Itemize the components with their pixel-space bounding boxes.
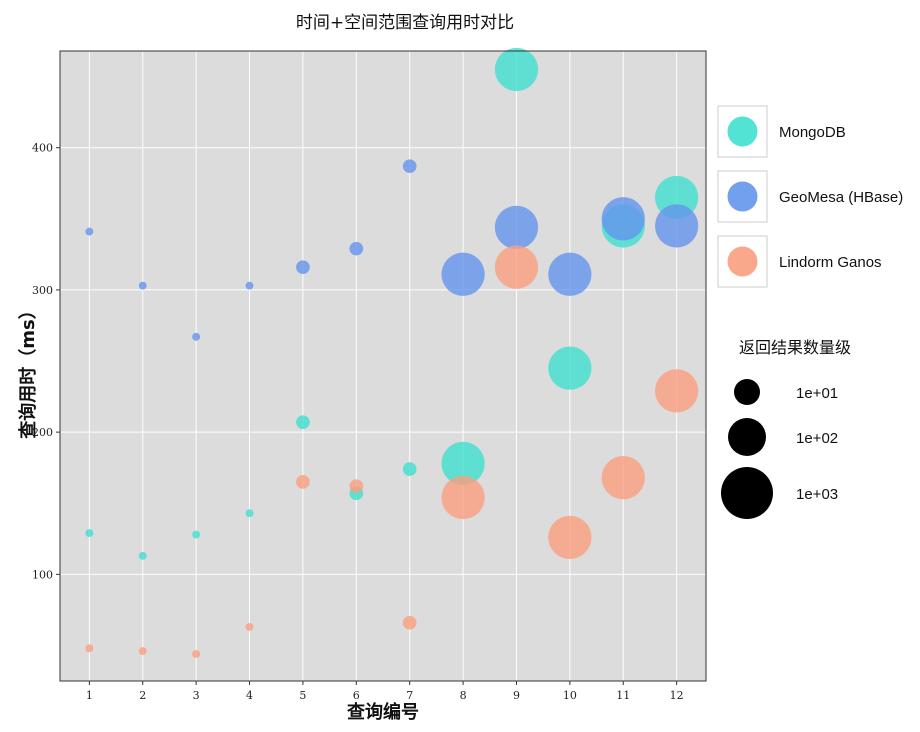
plot-area (59, 50, 707, 682)
point-lindorm-ganos-11 (601, 455, 645, 500)
point-geomesa-hbase--4 (245, 281, 254, 290)
point-lindorm-ganos-4 (245, 623, 254, 631)
point-geomesa-hbase--11 (601, 197, 645, 241)
point-geomesa-hbase--1 (85, 227, 94, 236)
point-geomesa-hbase--5 (296, 260, 310, 275)
point-geomesa-hbase--10 (548, 252, 592, 296)
point-lindorm-ganos-1 (85, 644, 94, 653)
point-mongodb-1 (85, 529, 94, 538)
size-legend-marker (721, 467, 773, 519)
x-tick-label: 10 (563, 689, 577, 702)
legend-swatch (727, 246, 758, 277)
point-lindorm-ganos-2 (138, 647, 147, 656)
point-geomesa-hbase--12 (654, 204, 699, 248)
x-tick-label: 9 (513, 689, 520, 702)
point-geomesa-hbase--9 (494, 205, 539, 249)
data-points (85, 47, 699, 658)
size-legend-title: 返回结果数量级 (739, 338, 851, 357)
point-geomesa-hbase--6 (349, 241, 364, 256)
legend-swatch (727, 116, 758, 147)
point-mongodb-5 (296, 415, 310, 430)
point-mongodb-4 (245, 509, 254, 518)
point-lindorm-ganos-6 (349, 479, 364, 494)
y-tick-label: 300 (32, 284, 53, 297)
point-lindorm-ganos-8 (441, 475, 485, 520)
point-lindorm-ganos-7 (402, 615, 417, 630)
y-tick-label: 200 (32, 426, 53, 439)
x-tick-label: 1 (86, 689, 93, 702)
point-mongodb-9 (494, 47, 539, 92)
chart-title: 时间+空间范围查询用时对比 (296, 13, 514, 33)
legend-label: GeoMesa (HBase) (779, 189, 903, 206)
point-mongodb-10 (548, 346, 592, 390)
point-geomesa-hbase--3 (192, 332, 201, 341)
size-legend-label: 1e+01 (796, 385, 838, 402)
x-axis-title: 查询编号 (347, 701, 419, 723)
x-tick-label: 4 (246, 689, 253, 702)
legend-label: Lindorm Ganos (779, 254, 882, 271)
y-axis-title: 查询用时（ms） (17, 301, 39, 438)
point-geomesa-hbase--2 (138, 281, 147, 290)
y-axis-ticks: 100 200 300 400 (32, 142, 60, 581)
size-legend-label: 1e+02 (796, 430, 838, 447)
point-lindorm-ganos-12 (654, 369, 699, 413)
legend-swatch (727, 181, 758, 212)
point-lindorm-ganos-9 (494, 245, 539, 289)
point-lindorm-ganos-5 (296, 475, 310, 489)
size-legend: 1e+01 1e+02 1e+03 (721, 379, 838, 519)
point-mongodb-3 (192, 530, 201, 539)
x-tick-label: 8 (460, 689, 467, 702)
grid-lines (60, 51, 706, 681)
point-lindorm-ganos-10 (548, 515, 592, 560)
point-mongodb-7 (402, 462, 417, 476)
point-geomesa-hbase--7 (402, 159, 417, 174)
x-tick-label: 5 (299, 689, 306, 702)
size-legend-label: 1e+03 (796, 486, 838, 503)
x-tick-label: 2 (139, 689, 146, 702)
x-tick-label: 3 (193, 689, 200, 702)
y-tick-label: 400 (32, 142, 53, 155)
point-geomesa-hbase--8 (441, 252, 485, 296)
x-axis-ticks: 1 2 3 4 5 6 7 8 9 10 11 12 (86, 681, 684, 702)
legend: MongoDB GeoMesa (HBase) Lindorm Ganos (717, 105, 903, 288)
size-legend-marker (734, 379, 760, 405)
point-mongodb-8 (441, 441, 485, 486)
point-lindorm-ganos-3 (192, 650, 201, 658)
x-tick-label: 6 (353, 689, 360, 702)
x-tick-label: 11 (616, 689, 630, 702)
x-tick-label: 12 (670, 689, 684, 702)
plot-frame (59, 50, 707, 682)
size-legend-marker (728, 418, 766, 456)
point-mongodb-2 (138, 551, 147, 560)
x-tick-label: 7 (406, 689, 413, 702)
legend-label: MongoDB (779, 124, 846, 141)
y-tick-label: 100 (32, 568, 53, 581)
